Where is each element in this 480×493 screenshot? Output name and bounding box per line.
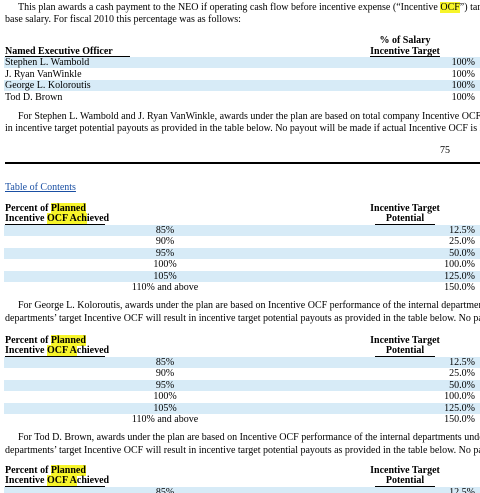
text-part: Planned xyxy=(50,335,86,346)
column-header: Potential xyxy=(385,345,425,356)
cell: 85% xyxy=(155,487,175,493)
rule xyxy=(5,162,480,164)
paragraph-line: departments’ target Incentive OCF will r… xyxy=(5,445,480,456)
cell: 12.5% xyxy=(449,357,475,368)
cell: 100% xyxy=(451,68,475,80)
rule xyxy=(375,224,435,225)
cell: 85% xyxy=(155,357,175,368)
paragraph-line: in incentive target potential payouts as… xyxy=(5,123,480,134)
text-part: chieved xyxy=(76,345,110,356)
column-header: % of Salary xyxy=(379,35,431,46)
cell: 95% xyxy=(155,379,175,391)
cell: 95% xyxy=(155,247,175,259)
paragraph-line: This plan awards a cash payment to the N… xyxy=(18,2,480,13)
toc-link[interactable]: Table of Contents xyxy=(5,182,76,193)
column-header: Incentive OCF Achieved xyxy=(5,345,109,356)
text-part: OCF A xyxy=(46,345,77,356)
cell: 12.5% xyxy=(449,487,475,493)
text-part: Planned xyxy=(50,465,86,476)
cell: 125.0% xyxy=(444,402,475,414)
column-header: Percent of Planned xyxy=(5,465,86,476)
cell: 50.0% xyxy=(449,379,475,391)
row-band xyxy=(4,357,480,368)
column-header: Potential xyxy=(385,213,425,224)
paragraph-line: departments’ target Incentive OCF will r… xyxy=(5,313,480,324)
cell: 90% xyxy=(155,368,175,380)
cell: 100% xyxy=(451,91,475,103)
page-number: 75 xyxy=(440,145,450,156)
text-part: OCF Ach xyxy=(46,213,87,224)
text-part: Percent of xyxy=(5,203,51,214)
text-part: ”) targe xyxy=(459,2,480,13)
cell: 25.0% xyxy=(449,368,475,380)
text-part: OCF xyxy=(440,2,460,13)
text-part: Incentive xyxy=(5,475,47,486)
rule xyxy=(5,486,105,487)
column-header: Percent of Planned xyxy=(5,203,86,214)
row-band xyxy=(4,225,480,236)
column-header: Incentive Target xyxy=(370,46,440,57)
column-header: Incentive OCF Achieved xyxy=(5,475,109,486)
column-header: Potential xyxy=(385,475,425,486)
column-header: Incentive OCF Achieved xyxy=(5,213,109,224)
cell: 100% xyxy=(451,57,475,68)
text-part: Planned xyxy=(50,203,86,214)
cell: 150.0% xyxy=(444,282,475,293)
text-part: This plan awards a cash payment to the N… xyxy=(18,2,441,13)
row-band xyxy=(4,379,480,391)
rule xyxy=(375,486,435,487)
paragraph-line: For Tod D. Brown, awards under the plan … xyxy=(18,432,480,443)
row-band xyxy=(4,57,480,68)
cell: J. Ryan VanWinkle xyxy=(5,68,82,80)
text-part: Incentive xyxy=(5,213,47,224)
rule xyxy=(370,56,440,57)
cell: Stephen L. Wambold xyxy=(5,57,90,68)
row-band xyxy=(4,247,480,259)
text-part: chieved xyxy=(76,475,110,486)
column-header: Incentive Target xyxy=(370,465,440,476)
paragraph-line: base salary. For fiscal 2010 this percen… xyxy=(5,14,241,25)
cell: 25.0% xyxy=(449,236,475,248)
rule xyxy=(5,224,105,225)
cell: 100% xyxy=(153,259,177,271)
cell: 110% and above xyxy=(131,414,199,425)
cell: 100% xyxy=(153,391,177,403)
text-part: OCF A xyxy=(46,475,77,486)
rule xyxy=(5,356,105,357)
cell: 90% xyxy=(155,236,175,248)
cell: Tod D. Brown xyxy=(5,91,63,103)
cell: 85% xyxy=(155,225,175,236)
paragraph-line: For Stephen L. Wambold and J. Ryan VanWi… xyxy=(18,111,480,122)
cell: 125.0% xyxy=(444,270,475,282)
text-part: Percent of xyxy=(5,465,51,476)
cell: 12.5% xyxy=(449,225,475,236)
row-band xyxy=(4,402,480,414)
cell: 150.0% xyxy=(444,414,475,425)
rule xyxy=(5,56,130,57)
row-band xyxy=(4,487,480,493)
rule xyxy=(375,356,435,357)
cell: 100.0% xyxy=(444,259,475,271)
cell: 50.0% xyxy=(449,247,475,259)
text-part: Incentive xyxy=(5,345,47,356)
row-band xyxy=(4,270,480,282)
cell: 110% and above xyxy=(131,282,199,293)
column-header: Percent of Planned xyxy=(5,335,86,346)
cell: 100.0% xyxy=(444,391,475,403)
column-header: Named Executive Officer xyxy=(5,46,113,57)
column-header: Incentive Target xyxy=(370,335,440,346)
cell: 105% xyxy=(153,402,177,414)
row-band xyxy=(4,80,480,91)
column-header: Incentive Target xyxy=(370,203,440,214)
cell: George L. Koloroutis xyxy=(5,80,91,91)
cell: 105% xyxy=(153,270,177,282)
paragraph-line: For George L. Koloroutis, awards under t… xyxy=(18,300,480,311)
text-part: Percent of xyxy=(5,335,51,346)
cell: 100% xyxy=(451,80,475,91)
text-part: ieved xyxy=(86,213,110,224)
